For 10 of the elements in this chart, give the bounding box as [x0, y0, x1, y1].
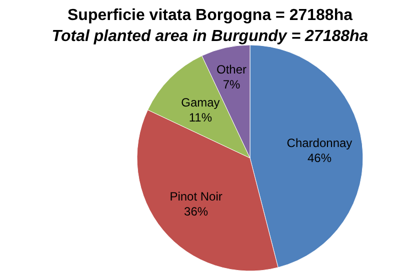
data-label: 7% — [222, 77, 241, 92]
slice-label: Other — [216, 62, 247, 76]
chart-title: Superficie vitata Borgogna = 27188ha — [68, 7, 353, 24]
data-label: 46% — [307, 151, 332, 166]
slice-label: Chardonnay — [286, 136, 352, 150]
slice-label: Gamay — [181, 95, 220, 110]
slice-label: Pinot Noir — [170, 190, 222, 204]
chart-subtitle: Total planted area in Burgundy = 27188ha — [52, 28, 368, 45]
data-label: 36% — [184, 204, 208, 219]
data-label: 11% — [188, 110, 212, 124]
